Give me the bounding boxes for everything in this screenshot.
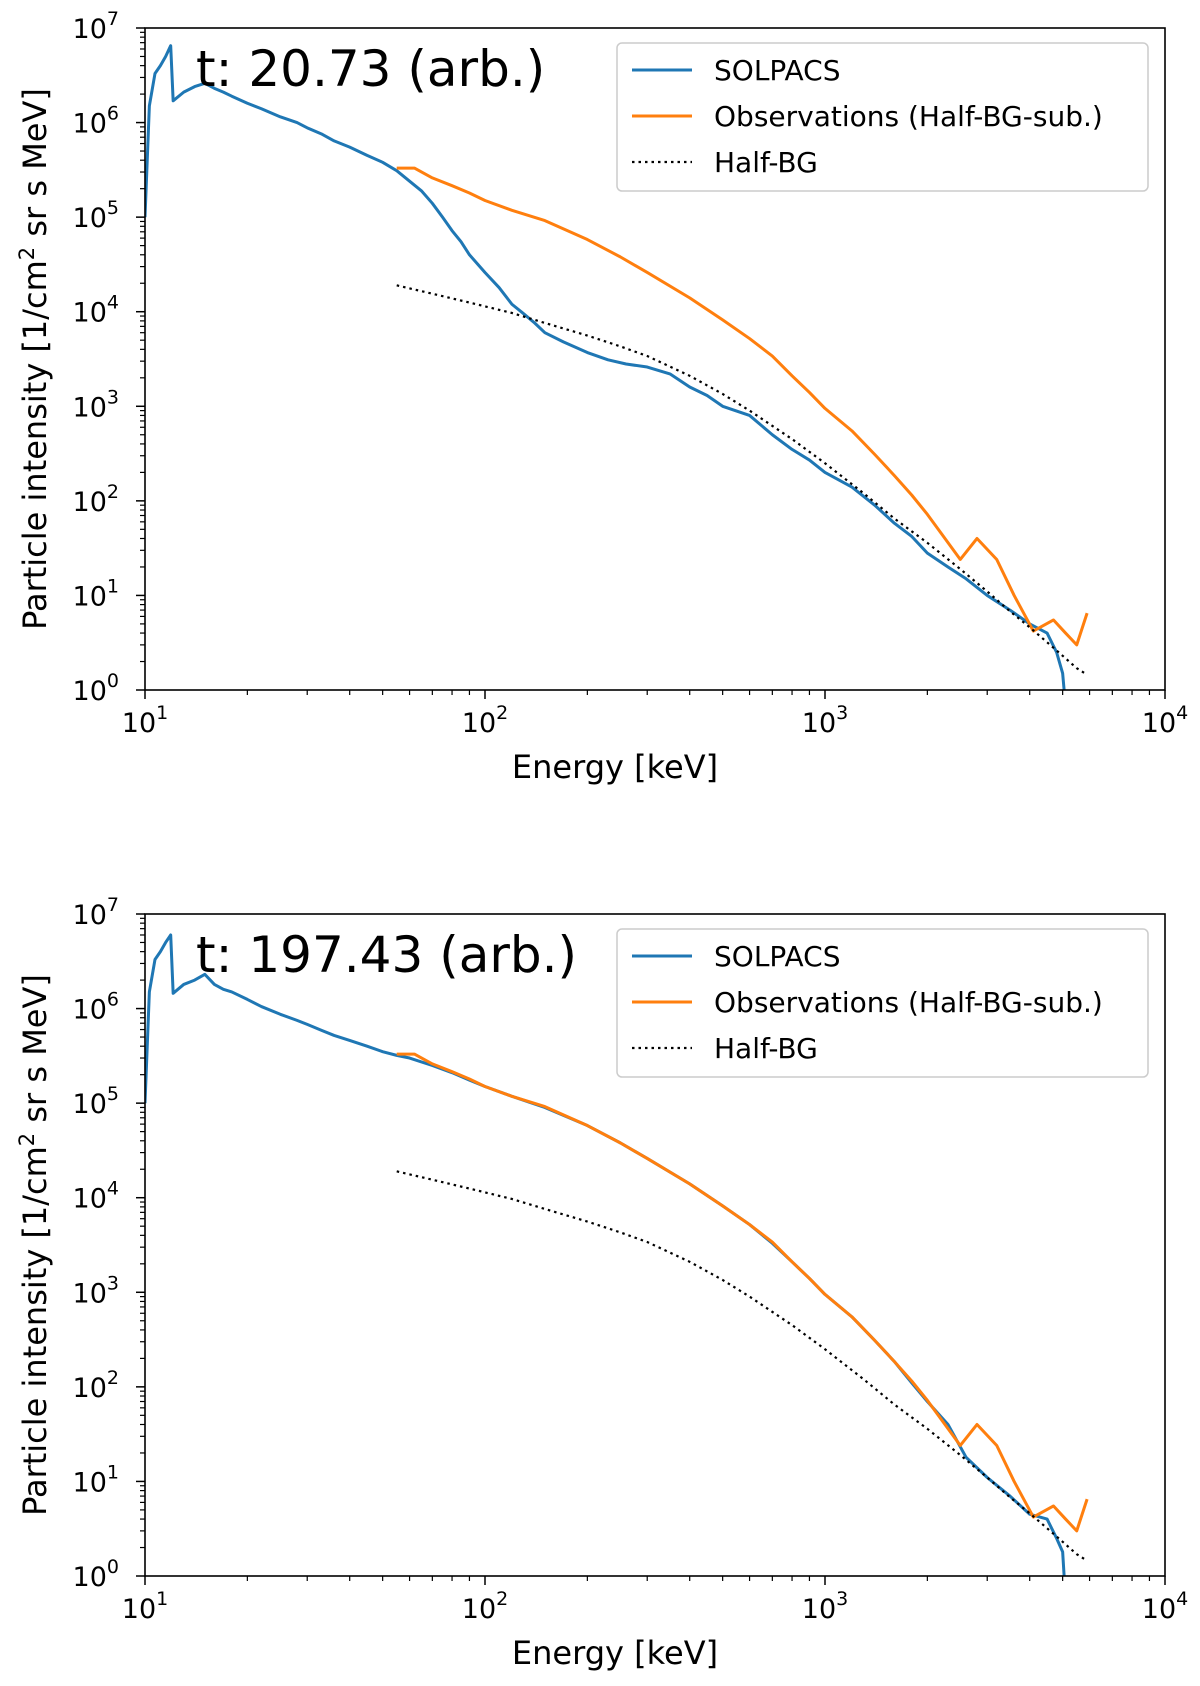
legend-box bbox=[616, 42, 1149, 192]
legend-box bbox=[616, 928, 1149, 1078]
legend-label-2: Half-BG bbox=[714, 1032, 818, 1065]
legend-label-0: SOLPACS bbox=[714, 940, 841, 973]
y-axis-label: Particle intensity [1/cm2 sr s MeV] bbox=[15, 974, 54, 1516]
y-tick-label: 107 bbox=[73, 894, 119, 931]
legend-label-2: Half-BG bbox=[714, 146, 818, 179]
y-axis-label: Particle intensity [1/cm2 sr s MeV] bbox=[15, 88, 54, 630]
y-tick-label: 102 bbox=[73, 481, 119, 518]
x-tick-label: 102 bbox=[462, 702, 508, 739]
y-tick-label: 107 bbox=[73, 8, 119, 45]
legend: SOLPACS Observations (Half-BG-sub.) Half-B… bbox=[616, 42, 1149, 192]
x-tick-label: 101 bbox=[122, 1588, 168, 1625]
x-tick-label: 104 bbox=[1142, 702, 1188, 739]
y-tick-label: 102 bbox=[73, 1367, 119, 1404]
y-tick-label: 106 bbox=[73, 103, 119, 140]
x-tick-label: 104 bbox=[1142, 1588, 1188, 1625]
series-group bbox=[145, 44, 1089, 690]
legend-label-1: Observations (Half-BG-sub.) bbox=[714, 986, 1103, 1019]
series-group bbox=[145, 933, 1089, 1576]
y-tick-label: 105 bbox=[73, 197, 119, 234]
y-tick-label: 105 bbox=[73, 1083, 119, 1120]
series-line-2 bbox=[396, 1170, 1088, 1562]
y-tick-label: 104 bbox=[73, 292, 119, 329]
x-tick-label: 102 bbox=[462, 1588, 508, 1625]
y-tick-label: 100 bbox=[73, 670, 119, 707]
x-tick-label: 103 bbox=[802, 1588, 848, 1625]
y-tick-label: 106 bbox=[73, 989, 119, 1026]
x-tick-label: 103 bbox=[802, 702, 848, 739]
chart-bottom: 101 102 103 104100101102103104105106107Ener… bbox=[15, 894, 1188, 1672]
plot-frame bbox=[144, 913, 1166, 1577]
x-tick-label: 101 bbox=[122, 702, 168, 739]
series-line-1 bbox=[396, 166, 1089, 647]
time-annotation: t: 197.43 (arb.) bbox=[196, 926, 577, 984]
y-tick-label: 103 bbox=[73, 386, 119, 423]
y-tick-label: 103 bbox=[73, 1272, 119, 1309]
legend: SOLPACS Observations (Half-BG-sub.) Half-B… bbox=[616, 928, 1149, 1078]
chart-top: 101 102 103 104100101102103104105106107Ener… bbox=[15, 8, 1188, 786]
x-axis-label: Energy [keV] bbox=[512, 748, 718, 786]
y-tick-label: 100 bbox=[73, 1556, 119, 1593]
y-tick-label: 101 bbox=[73, 575, 119, 612]
time-annotation: t: 20.73 (arb.) bbox=[196, 40, 545, 98]
legend-label-1: Observations (Half-BG-sub.) bbox=[714, 100, 1103, 133]
series-line-2 bbox=[396, 284, 1088, 676]
y-tick-label: 104 bbox=[73, 1178, 119, 1215]
y-tick-label: 101 bbox=[73, 1461, 119, 1498]
legend-label-0: SOLPACS bbox=[714, 54, 841, 87]
x-axis-label: Energy [keV] bbox=[512, 1634, 718, 1672]
series-line-1 bbox=[396, 1052, 1089, 1533]
series-line-0 bbox=[145, 44, 1066, 690]
plot-frame bbox=[144, 27, 1166, 691]
